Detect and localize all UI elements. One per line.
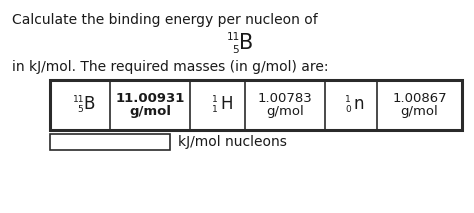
Text: 0: 0	[345, 105, 351, 115]
Text: H: H	[220, 95, 233, 113]
Text: 1.00783: 1.00783	[258, 92, 312, 105]
Text: B: B	[83, 95, 94, 113]
Bar	[50, 134, 170, 150]
Text: g/mol: g/mol	[401, 105, 438, 118]
Text: 1: 1	[211, 105, 217, 115]
Text: Calculate the binding energy per nucleon of: Calculate the binding energy per nucleon…	[12, 13, 318, 27]
Text: in kJ/mol. The required masses (in g/mol) are:: in kJ/mol. The required masses (in g/mol…	[12, 60, 328, 74]
Text: 1: 1	[211, 95, 217, 104]
Text: 11: 11	[227, 32, 240, 42]
Text: 11: 11	[73, 95, 84, 104]
Text: B: B	[239, 33, 253, 53]
Text: g/mol: g/mol	[129, 105, 171, 118]
Text: n: n	[354, 95, 365, 113]
Bar	[50, 80, 462, 130]
Text: 5: 5	[77, 105, 83, 115]
Text: 1: 1	[345, 95, 351, 104]
Text: 11.00931: 11.00931	[115, 92, 185, 105]
Text: kJ/mol nucleons: kJ/mol nucleons	[178, 135, 287, 149]
Text: 5: 5	[232, 45, 238, 55]
Text: g/mol: g/mol	[266, 105, 304, 118]
Text: 1.00867: 1.00867	[392, 92, 447, 105]
